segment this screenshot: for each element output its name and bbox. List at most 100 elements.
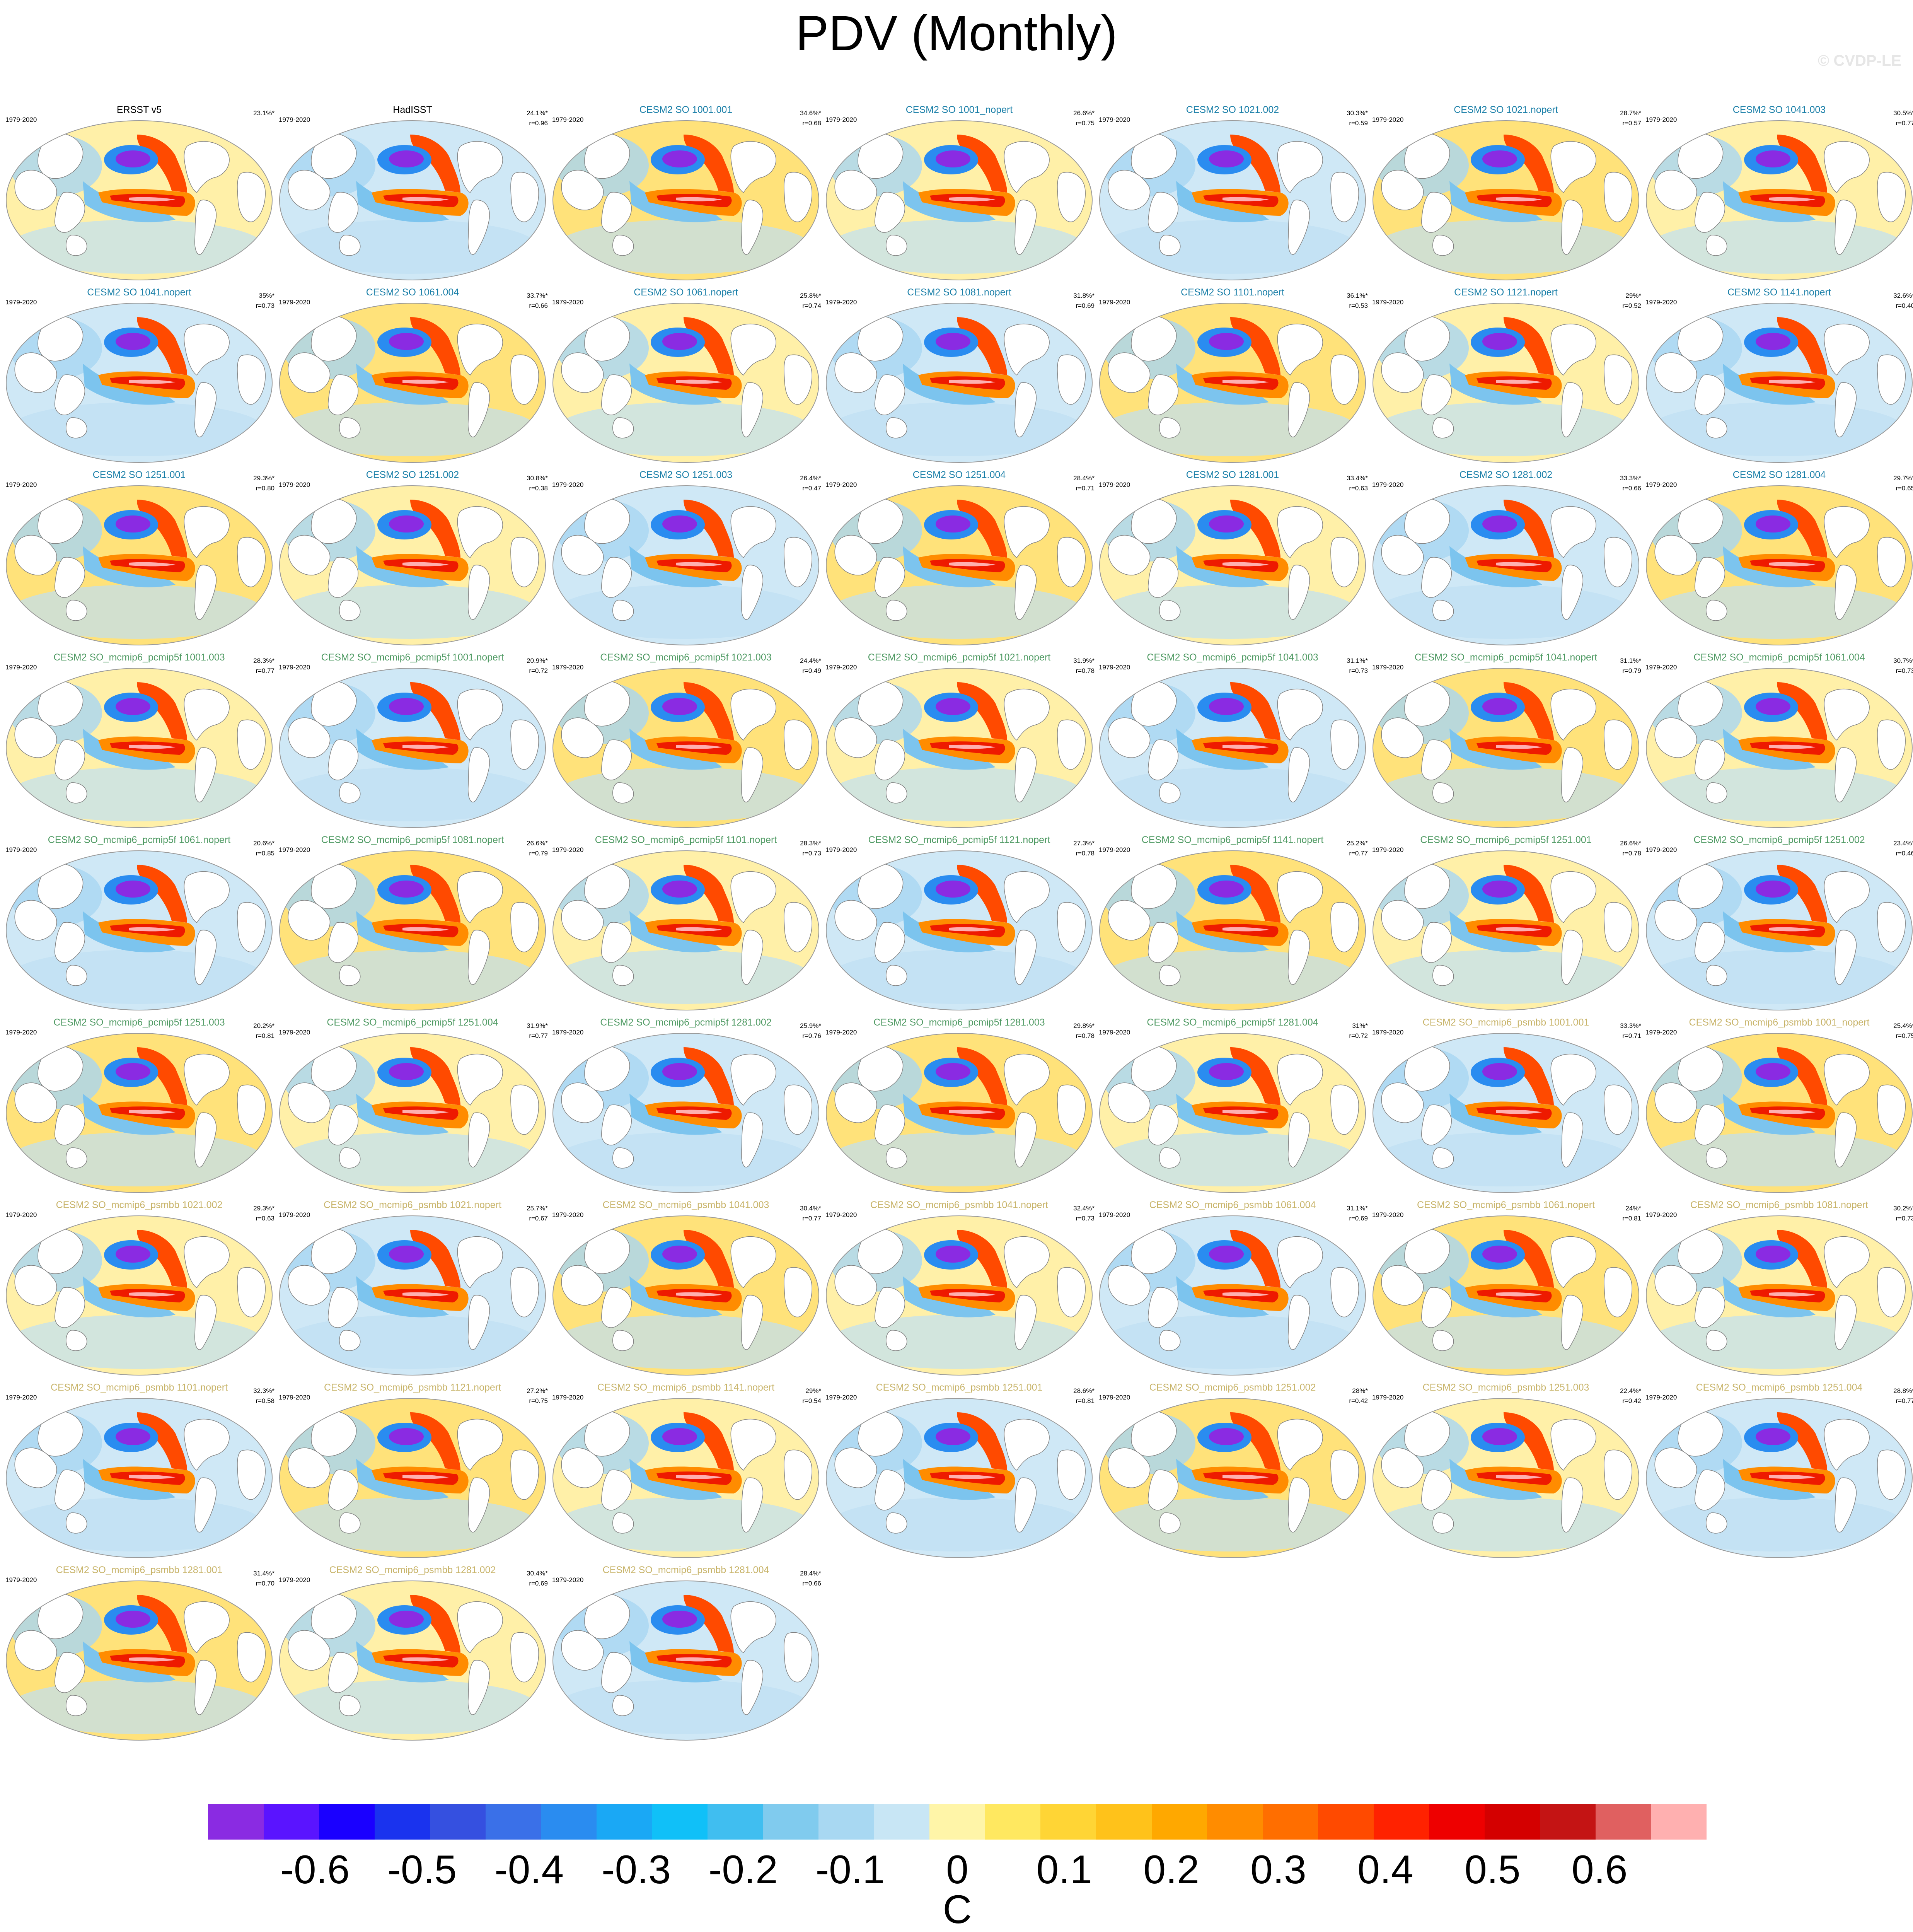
land-mass [601,922,632,963]
land-mass [38,1228,84,1274]
land-mass [457,324,503,376]
land-mass [1381,170,1424,210]
pdv-sst-map [1373,485,1639,645]
land-mass [1108,1265,1151,1306]
land-mass [875,739,905,780]
panel-period: 1979-2020 [552,299,584,306]
land-mass [1835,1295,1857,1350]
land-mass [1148,1287,1179,1328]
panel-title: CESM2 SO_mcmip6_psmbb 1251.001 [876,1382,1043,1393]
north-pacific-cold-core [936,333,970,350]
land-mass [339,235,361,256]
panel-stats: 32.6%* r=0.40 [1893,291,1913,311]
panel-explained-variance: 20.6%* [253,840,275,847]
land-mass [55,192,85,233]
pdv-sst-map [6,485,273,645]
north-pacific-cold-core [1756,698,1790,715]
panel-period: 1979-2020 [1099,116,1130,123]
colorbar-swatch [708,1804,763,1840]
land-mass [1835,930,1857,985]
panel-period: 1979-2020 [825,1211,857,1219]
land-mass [311,1228,357,1274]
map-panel: CESM2 SO 1041.nopert 1979-2020 35%* r=0.73 [0,287,278,469]
panel-period: 1979-2020 [1645,481,1677,488]
panel-period: 1979-2020 [5,116,37,123]
land-mass [584,1411,630,1457]
land-mass [184,1419,230,1471]
map-panel: CESM2 SO_mcmip6_pcmip5f 1061.nopert 1979-… [0,835,278,1016]
land-mass [1877,354,1906,405]
land-mass [1604,1267,1632,1318]
map-panel: CESM2 SO 1281.001 1979-2020 33.4%* r=0.63 [1093,469,1372,651]
land-mass [1108,170,1151,210]
land-mass [886,1512,907,1534]
pdv-sst-map [552,1215,819,1376]
southern-ocean-anomaly [829,585,1084,639]
north-pacific-cold-core [1756,515,1790,532]
colorbar-tick-label: 0.5 [1464,1847,1521,1892]
land-mass [730,324,776,376]
panel-explained-variance: 31.1%* [1347,657,1368,664]
map-panel: CESM2 SO 1061.004 1979-2020 33.7%* r=0.66 [273,287,552,469]
land-mass [561,1265,604,1306]
panel-title: CESM2 SO_mcmip6_psmbb 1041.nopert [870,1200,1048,1210]
pdv-sst-map [6,850,273,1010]
tropical-warm-peak [949,197,996,201]
north-pacific-cold-core [1756,150,1790,167]
land-mass [184,1054,230,1106]
pdv-sst-map [1099,120,1366,280]
panel-stats: 28.7%* r=0.57 [1620,108,1641,128]
north-pacific-cold-core [389,1611,424,1628]
colorbar-tick-label: -0.5 [387,1847,457,1892]
north-pacific-cold-core [116,881,150,898]
panel-period: 1979-2020 [5,1576,37,1584]
land-mass [55,1287,85,1328]
page-title: PDV (Monthly) [795,6,1118,61]
panel-pattern-correlation: r=0.67 [529,1215,548,1222]
panel-pattern-correlation: r=0.75 [1076,119,1095,127]
north-pacific-cold-core [1209,698,1244,715]
land-mass [1277,1054,1323,1106]
panel-title: CESM2 SO_mcmip6_psmbb 1081.nopert [1690,1200,1868,1210]
map-panel: CESM2 SO_mcmip6_psmbb 1041.003 1979-2020 3… [547,1200,825,1381]
panel-pattern-correlation: r=0.81 [1076,1397,1095,1405]
panel-stats: 27.2%* r=0.75 [527,1386,548,1406]
land-mass [328,1287,359,1328]
land-mass [311,498,357,544]
colorbar-swatch [1096,1804,1152,1840]
land-mass [14,717,57,758]
land-mass [1330,354,1359,405]
land-mass [1057,172,1086,222]
land-mass [1108,352,1151,393]
land-mass [14,900,57,940]
panel-period: 1979-2020 [5,846,37,853]
tropical-warm-peak [949,1109,996,1114]
panel-title: CESM2 SO 1251.002 [366,469,459,480]
southern-ocean-anomaly [829,1315,1084,1369]
panel-stats: 26.6%* r=0.75 [1073,108,1095,128]
southern-ocean-anomaly [556,1680,811,1734]
colorbar-tick-label: 0.6 [1571,1847,1628,1892]
land-mass [1678,1411,1724,1457]
land-mass [1835,1477,1857,1533]
land-mass [14,1265,57,1306]
panel-explained-variance: 29.7%* [1893,474,1913,482]
panel-explained-variance: 27.3%* [1073,840,1095,847]
land-mass [1695,922,1725,963]
tropical-warm-peak [129,1475,176,1479]
land-mass [875,374,905,415]
land-mass [784,354,812,405]
land-mass [1550,1419,1596,1471]
panel-explained-variance: 30.7%* [1893,657,1913,664]
southern-ocean-anomaly [1376,1315,1631,1369]
land-mass [1014,1477,1037,1533]
land-mass [834,170,877,210]
land-mass [1108,1447,1151,1488]
pdv-sst-map [6,1215,273,1376]
land-mass [1277,324,1323,376]
land-mass [730,1601,776,1654]
panel-period: 1979-2020 [825,846,857,853]
panel-explained-variance: 30.3%* [1347,109,1368,117]
map-panel: CESM2 SO_mcmip6_psmbb 1281.002 1979-2020 3… [273,1565,552,1746]
panel-stats: 32.4%* r=0.73 [1073,1203,1095,1224]
